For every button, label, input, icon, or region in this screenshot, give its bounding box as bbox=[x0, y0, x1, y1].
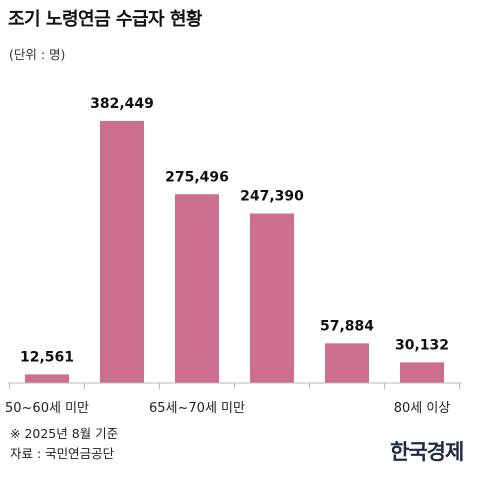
value-label-1: 12,561 bbox=[20, 349, 74, 365]
x-tick-label-3: 80세 이상 bbox=[394, 401, 451, 416]
bar-4 bbox=[250, 213, 294, 383]
value-label-5: 57,884 bbox=[320, 318, 374, 334]
publisher-logo: 한국경제 bbox=[390, 439, 464, 464]
bar-2 bbox=[100, 121, 144, 383]
bar-5 bbox=[325, 343, 369, 383]
x-tick-label-1: 50~60세 미만 bbox=[5, 401, 89, 416]
bar-6 bbox=[400, 362, 444, 383]
source-label: 자료 : 국민연금공단 bbox=[10, 446, 115, 461]
bars-group bbox=[25, 121, 444, 383]
bar-1 bbox=[25, 374, 69, 383]
tick-labels-group: 50~60세 미만 65세~70세 미만 80세 이상 bbox=[5, 401, 450, 416]
unit-label: (단위 : 명) bbox=[9, 47, 66, 62]
value-label-4: 247,390 bbox=[240, 189, 304, 205]
ticks-group bbox=[9, 383, 460, 389]
footnote: ※ 2025년 8월 기준 bbox=[10, 426, 119, 441]
value-labels-group: 12,561 382,449 275,496 247,390 57,884 30,132 bbox=[20, 96, 449, 365]
x-tick-label-2: 65세~70세 미만 bbox=[149, 401, 245, 416]
bar-3 bbox=[175, 194, 219, 383]
value-label-6: 30,132 bbox=[395, 337, 449, 353]
chart-title: 조기 노령연금 수급자 현황 bbox=[8, 9, 202, 30]
value-label-2: 382,449 bbox=[90, 96, 154, 112]
value-label-3: 275,496 bbox=[165, 169, 229, 185]
